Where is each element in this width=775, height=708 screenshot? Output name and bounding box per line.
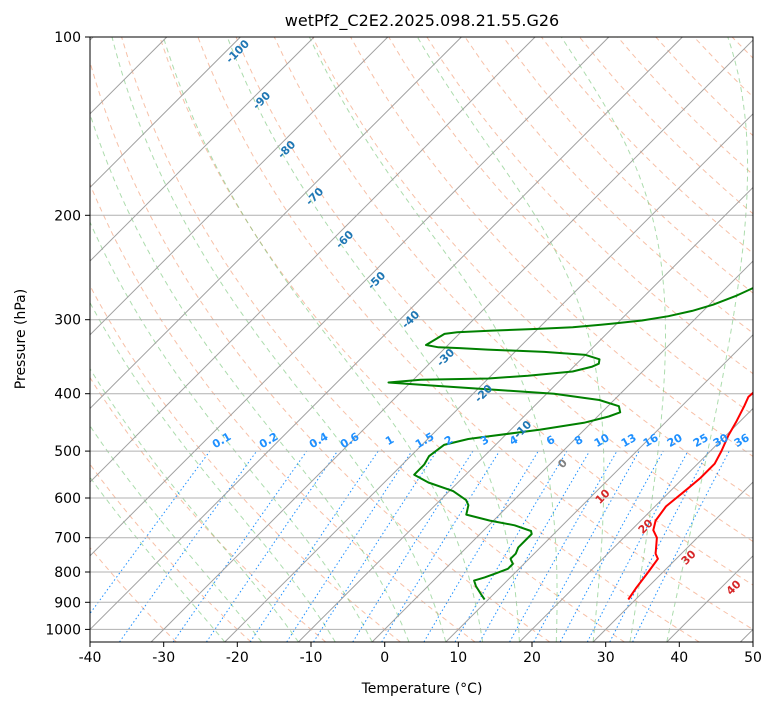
dry-adiabat [235, 37, 753, 586]
isotherm-line [519, 407, 753, 642]
y-tick-label: 800 [54, 565, 81, 581]
x-tick-label: 10 [449, 650, 467, 666]
dry-adiabat [502, 37, 753, 294]
dry-adiabat [90, 182, 476, 642]
x-tick-label: 40 [670, 650, 688, 666]
dry-adiabat [197, 37, 753, 630]
plot-frame [89, 36, 754, 643]
y-axis-ticks: 100 200 300 400 500 600 700 800 900 1000 [45, 30, 90, 638]
mixing-ratio-line [559, 450, 664, 642]
x-tick-label: 20 [523, 650, 541, 666]
y-tick-label: 600 [54, 491, 81, 507]
moist-adiabat [111, 37, 447, 642]
y-tick-label: 500 [54, 444, 81, 460]
temperature-line [627, 391, 753, 601]
y-tick-label: 700 [54, 531, 81, 547]
mixing-ratio-line [313, 450, 438, 642]
dry-adiabat [90, 376, 327, 642]
isotherm-line [592, 481, 753, 642]
y-tick-label: 1000 [45, 622, 81, 638]
isotherm-line [150, 39, 753, 642]
moist-adiabat [90, 367, 299, 642]
isotherm-line [90, 37, 389, 336]
x-axis-ticks: -40 -30 -20 -10 0 10 20 30 40 50 [79, 642, 762, 666]
isotherm-line [90, 37, 315, 262]
isotherm-line [224, 113, 753, 642]
mixing-ratio-line [172, 450, 308, 642]
mixing-ratio-line [205, 450, 338, 642]
dry-adiabat [159, 37, 700, 642]
isotherm-line [298, 186, 753, 642]
y-tick-label: 300 [54, 313, 81, 329]
dry-adiabat [90, 546, 177, 642]
y-axis-label: Pressure (hPa) [13, 289, 29, 389]
isotherm-line [445, 334, 753, 642]
dry-adiabat [90, 60, 551, 642]
x-tick-label: -20 [226, 650, 249, 666]
x-tick-label: 0 [380, 650, 389, 666]
moist-adiabat [90, 476, 226, 642]
isotherm-line [90, 37, 536, 483]
chart-title: wetPf2_C2E2.2025.098.21.55.G26 [285, 11, 559, 31]
mixing-ratio-line [90, 450, 211, 615]
dewpoint-line [387, 286, 753, 601]
x-axis-label: Temperature (°C) [361, 681, 483, 697]
x-tick-label: 30 [597, 650, 615, 666]
x-tick-label: -30 [152, 650, 175, 666]
moist-adiabat [308, 37, 558, 642]
dry-adiabat [90, 463, 252, 642]
y-tick-label: 200 [54, 208, 81, 224]
dry-adiabat [388, 37, 753, 416]
mixing-ratio-line [249, 450, 379, 642]
moist-adiabat [416, 37, 605, 642]
isotherm-line [90, 37, 683, 631]
mixing-ratio-line [119, 450, 258, 642]
y-tick-label: 900 [54, 595, 81, 611]
mixing-ratio-lines [90, 450, 730, 642]
plot-area [90, 37, 753, 642]
dry-adiabat [121, 37, 625, 642]
plot-contents: -100-90-80-70-60-50-40-30-20-100.1 0.2 0.4… [90, 37, 753, 642]
moist-adiabat [226, 37, 520, 642]
moist-adiabat [162, 37, 484, 642]
isotherm-line [90, 37, 462, 410]
isotherm-line [371, 260, 753, 642]
isotherm-line [90, 37, 241, 189]
isotherm-line [90, 37, 610, 557]
x-tick-label: 50 [744, 650, 762, 666]
mixing-ratio-line [286, 450, 413, 642]
moist-adiabat [90, 424, 263, 642]
y-tick-label: 100 [54, 30, 81, 46]
mixing-ratio-line [632, 450, 730, 642]
skewed-isotherms [90, 37, 753, 642]
x-tick-label: -40 [79, 650, 102, 666]
mixing-ratio-line [509, 450, 618, 642]
moist-adiabats [90, 37, 749, 642]
x-tick-label: -10 [300, 650, 323, 666]
mixing-ratio-line [352, 450, 474, 642]
mixing-ratio-line [533, 450, 640, 642]
moist-adiabat [90, 220, 373, 642]
mixing-ratio-line [381, 450, 500, 642]
sounding-series [387, 286, 753, 601]
moist-adiabat [560, 37, 666, 642]
y-tick-label: 400 [54, 387, 81, 403]
moist-adiabat [90, 112, 410, 642]
